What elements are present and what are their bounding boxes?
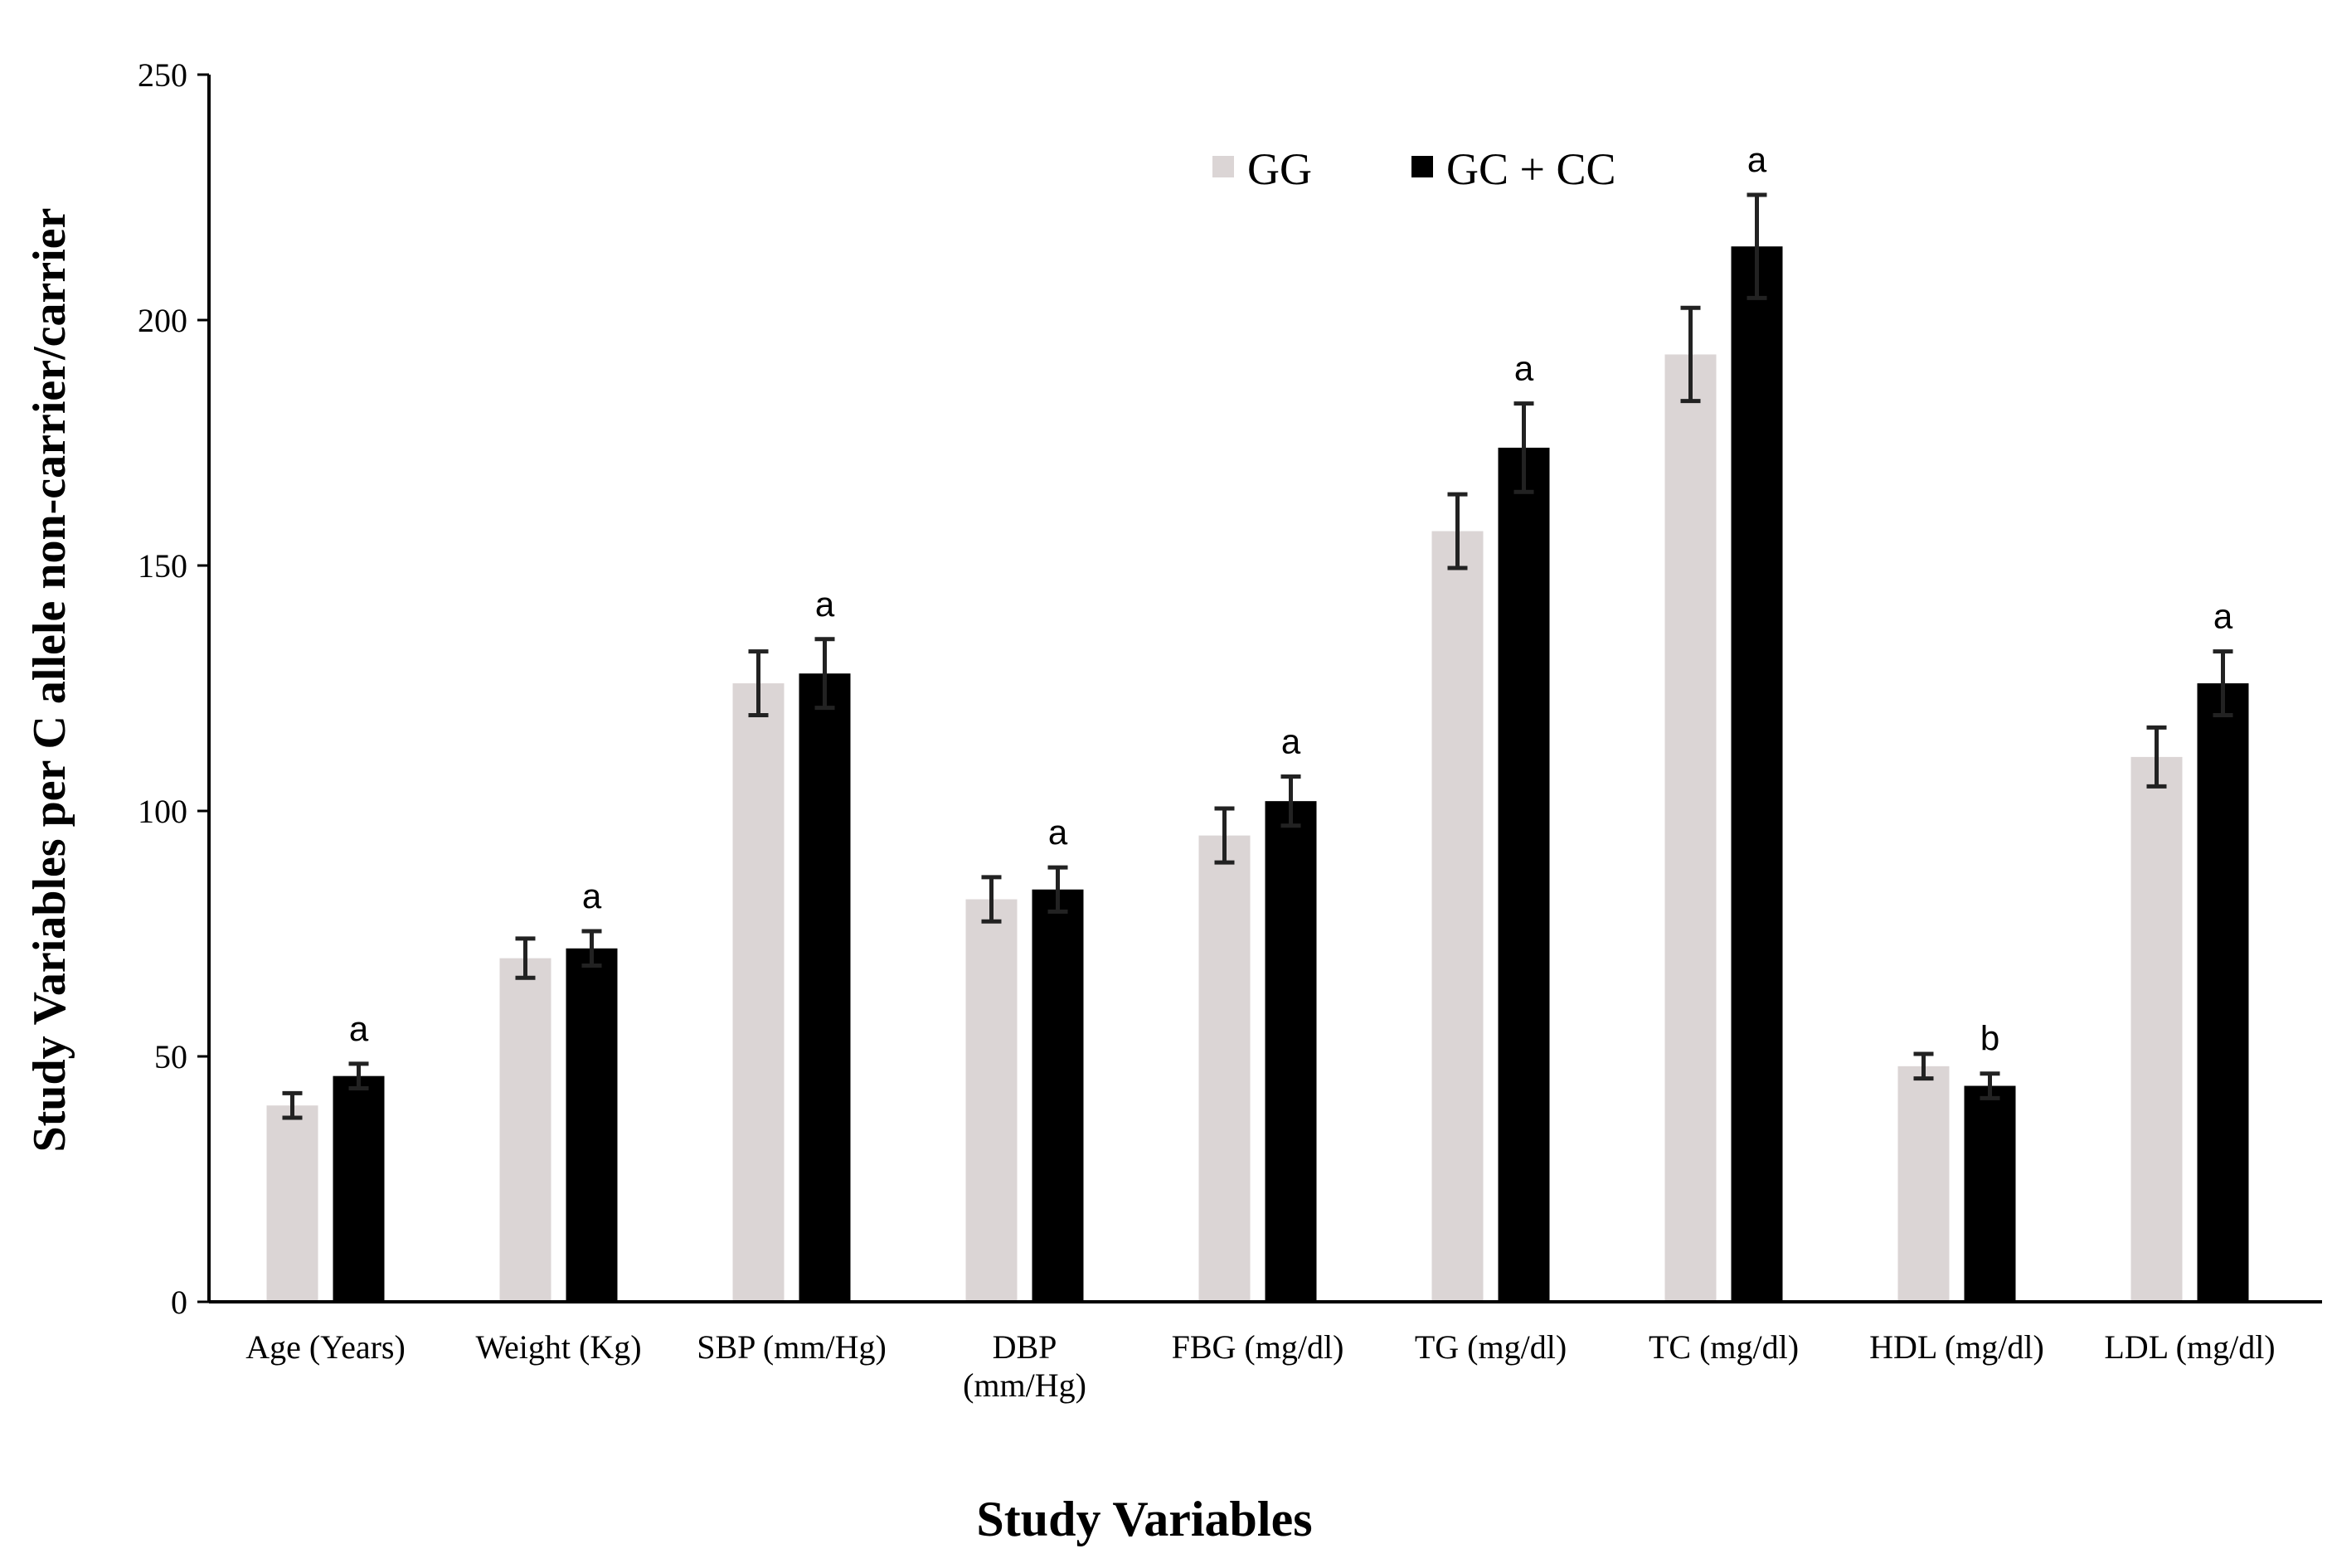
bar-gg xyxy=(1664,354,1717,1303)
legend-swatch xyxy=(1212,156,1234,177)
legend-swatch xyxy=(1411,156,1433,177)
significance-label: a xyxy=(582,876,602,915)
bar-gc-cc xyxy=(1265,801,1317,1302)
bar-gc-cc xyxy=(799,673,851,1302)
x-tick-label: FBG (mg/dl) xyxy=(1172,1328,1344,1366)
legend: GG GC + CC xyxy=(1212,144,1616,194)
bars-group: a a a a a a a b a xyxy=(266,140,2249,1303)
bar-group: a xyxy=(1198,722,1317,1302)
bar-gg xyxy=(1431,531,1484,1302)
bar-gg xyxy=(2130,756,2183,1302)
y-tick-label: 50 xyxy=(154,1038,187,1075)
bar-gg xyxy=(499,958,551,1302)
legend-item-gc-cc: GC + CC xyxy=(1411,144,1616,194)
bar-gc-cc xyxy=(1964,1085,2016,1302)
x-tick-label: SBP (mm/Hg) xyxy=(697,1328,887,1366)
y-tick-label: 250 xyxy=(138,56,187,94)
y-tick-label: 0 xyxy=(171,1284,187,1321)
significance-label: a xyxy=(1747,140,1767,179)
x-tick-label: DBP (mm/Hg) xyxy=(963,1328,1086,1404)
significance-label: b xyxy=(1980,1019,1999,1058)
bar-gc-cc xyxy=(566,948,618,1302)
significance-label: a xyxy=(1514,349,1534,388)
bar-group: b xyxy=(1897,1019,2016,1302)
bar-gc-cc xyxy=(1032,889,1084,1302)
bar-group: a xyxy=(1664,140,1783,1303)
significance-label: a xyxy=(1048,813,1068,852)
legend-label: GC + CC xyxy=(1446,144,1616,194)
bar-group: a xyxy=(499,876,618,1302)
bar-gc-cc xyxy=(333,1075,385,1302)
bar-group: a xyxy=(266,1009,385,1302)
bar-gc-cc xyxy=(1498,447,1550,1303)
bar-gc-cc xyxy=(2197,683,2249,1302)
x-axis-label: Study Variables xyxy=(976,1492,1312,1546)
bar-group: a xyxy=(965,813,1084,1302)
x-tick-label: TG (mg/dl) xyxy=(1415,1328,1567,1366)
y-tick-label: 100 xyxy=(138,793,187,830)
y-axis: 0 50 100 150 200 250 xyxy=(138,56,211,1321)
x-tick-label: TC (mg/dl) xyxy=(1649,1328,1799,1366)
bar-gg xyxy=(1198,835,1251,1302)
bar-group: a xyxy=(732,585,851,1302)
y-tick-label: 200 xyxy=(138,302,187,339)
bar-group: a xyxy=(2130,597,2249,1302)
significance-label: a xyxy=(815,585,835,624)
x-tick-label: LDL (mg/dl) xyxy=(2104,1328,2275,1366)
bar-gg xyxy=(1897,1066,1950,1302)
x-tick-label: Age (Years) xyxy=(245,1328,406,1366)
x-tick-label: HDL (mg/dl) xyxy=(1869,1328,2044,1366)
legend-item-gg: GG xyxy=(1212,144,1312,194)
significance-label: a xyxy=(2213,597,2233,636)
significance-label: a xyxy=(349,1009,369,1048)
bar-gg xyxy=(732,683,785,1302)
y-axis-label: Study Variables per C allele non-carrier… xyxy=(24,208,75,1153)
bar-group: a xyxy=(1431,349,1550,1303)
x-axis: Age (Years) Weight (Kg) SBP (mm/Hg) DBP (mm/… xyxy=(209,1300,2322,1404)
y-tick-label: 150 xyxy=(138,547,187,585)
bar-gg xyxy=(965,899,1018,1302)
bar-gc-cc xyxy=(1731,246,1783,1303)
bar-gg xyxy=(266,1105,318,1302)
x-tick-label: Weight (Kg) xyxy=(475,1328,641,1366)
significance-label: a xyxy=(1281,722,1301,761)
legend-label: GG xyxy=(1247,144,1312,194)
